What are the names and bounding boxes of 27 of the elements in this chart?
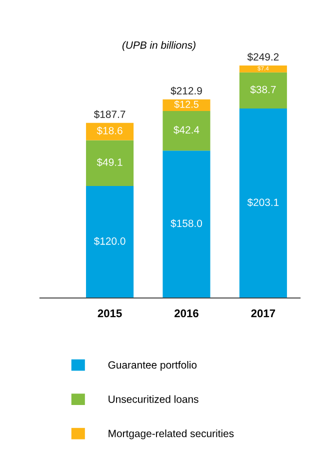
bar — [162, 111, 210, 151]
bar — [162, 150, 210, 298]
data-label: $49.1 — [96, 158, 122, 167]
x-tick-label: 2015 — [98, 309, 122, 318]
legend-label: Unsecuritized loans — [108, 395, 198, 403]
chart-title: (UPB in billions) — [122, 41, 196, 51]
data-label: $203.1 — [247, 198, 279, 207]
data-label: $18.6 — [96, 126, 122, 135]
bar — [162, 99, 210, 111]
data-label: $158.0 — [170, 219, 202, 228]
total-label: $249.2 — [247, 52, 279, 62]
legend-label: Guarantee portfolio — [108, 360, 197, 371]
x-tick-label: 2016 — [174, 309, 198, 318]
data-label: $12.5 — [174, 100, 198, 108]
bar — [239, 108, 287, 298]
total-label: $212.9 — [170, 86, 202, 96]
bar — [86, 122, 134, 140]
data-label: $42.4 — [174, 126, 200, 134]
x-tick-label: 2017 — [251, 309, 276, 318]
bar — [86, 140, 134, 186]
data-label: $38.7 — [250, 85, 276, 94]
bar — [239, 72, 287, 108]
bar — [239, 65, 287, 72]
legend-label: Mortgage-related securities — [108, 430, 234, 440]
total-label: $187.7 — [94, 110, 126, 119]
data-label: $120.0 — [94, 236, 126, 246]
bar — [86, 186, 134, 298]
